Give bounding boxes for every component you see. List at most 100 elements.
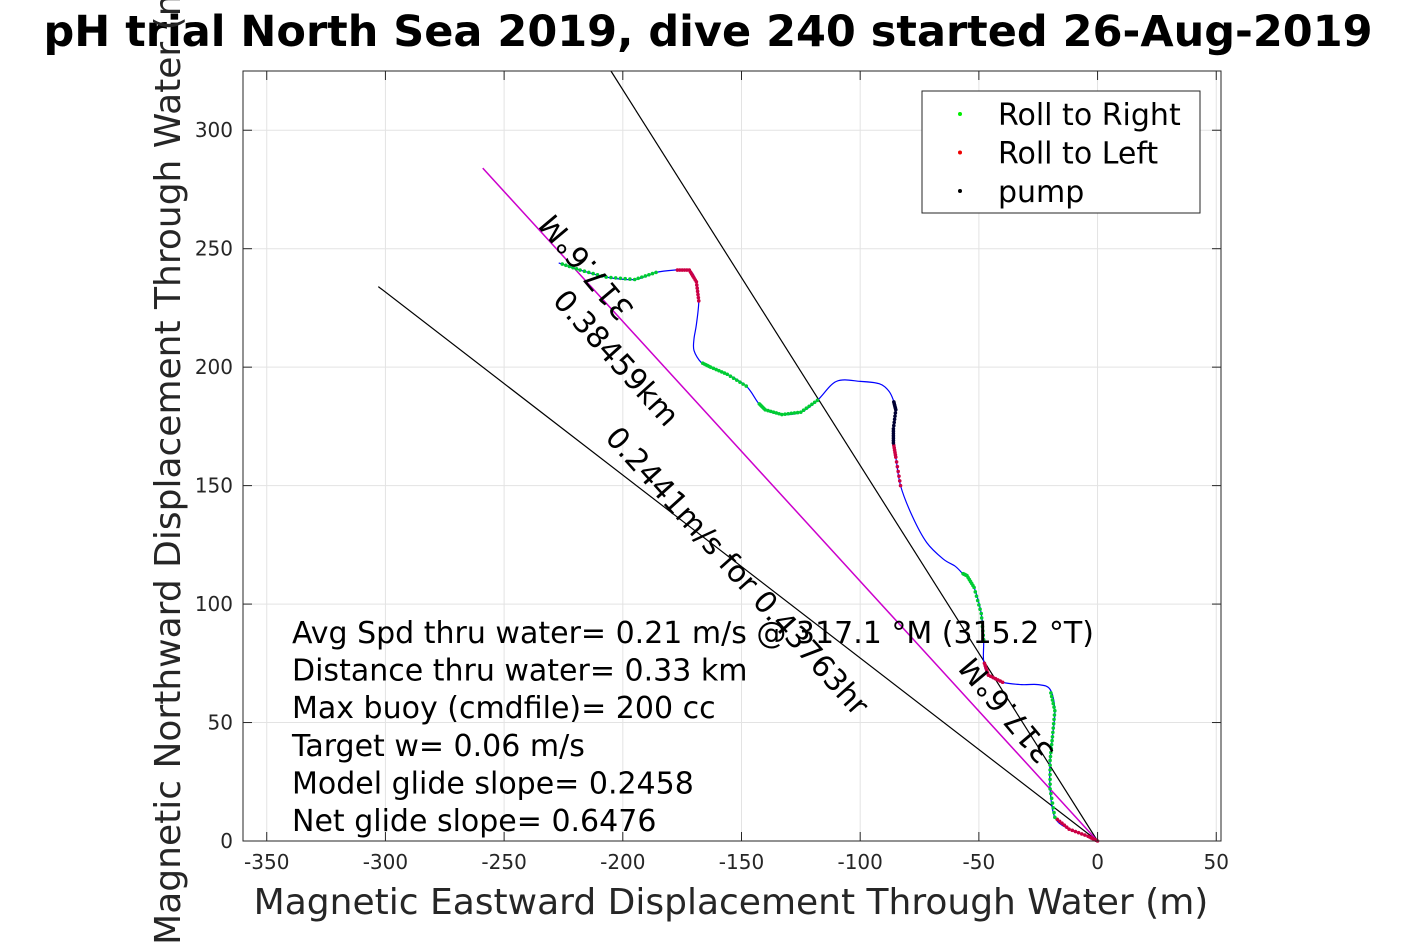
roll_left-marker xyxy=(1055,817,1060,822)
roll_left-marker xyxy=(695,286,699,290)
roll_left-marker xyxy=(896,469,900,474)
roll_right-marker xyxy=(1052,705,1056,709)
pump-marker xyxy=(891,426,896,431)
roll_right-marker xyxy=(632,277,637,282)
y-tick-label: 50 xyxy=(208,711,233,735)
roll_right-marker xyxy=(628,277,632,281)
roll_left-marker xyxy=(982,661,987,666)
stats-text-block: Avg Spd thru water= 0.21 m/s @ 317.1 °M … xyxy=(291,616,1094,839)
stats-line: Net glide slope= 0.6476 xyxy=(292,804,656,839)
roll_right-marker xyxy=(780,412,784,417)
roll_left-marker xyxy=(1064,825,1069,829)
roll_right-marker xyxy=(744,384,749,388)
roll_right-marker xyxy=(564,263,568,268)
roll_left-marker xyxy=(695,289,700,294)
mean-heading-line xyxy=(482,167,1099,842)
roll_right-marker xyxy=(725,372,730,377)
stats-line: Model glide slope= 0.2458 xyxy=(292,766,694,801)
roll_right-marker xyxy=(1051,806,1056,810)
roll_right-marker xyxy=(1049,791,1053,796)
roll_right-marker xyxy=(719,370,724,374)
roll_right-marker xyxy=(1053,815,1057,820)
roll_left-marker xyxy=(1060,821,1064,826)
roll_right-marker xyxy=(786,411,790,416)
roll_right-marker xyxy=(795,410,800,415)
roll_right-marker xyxy=(771,410,776,414)
x-tick-label: -350 xyxy=(244,850,289,874)
roll_right-marker xyxy=(711,366,716,371)
roll_right-marker xyxy=(1048,754,1053,759)
roll_right-marker xyxy=(812,400,817,405)
roll_right-marker xyxy=(1048,777,1052,782)
roll_left-marker xyxy=(1079,832,1084,836)
roll_left-marker xyxy=(1083,833,1087,837)
roll_right-marker xyxy=(799,410,803,414)
roll_left-marker xyxy=(1073,829,1078,834)
roll_right-marker xyxy=(1049,750,1053,755)
legend-marker xyxy=(958,112,962,116)
roll_right-marker xyxy=(1051,726,1056,730)
roll_right-marker xyxy=(777,411,781,416)
roll_right-marker xyxy=(1052,717,1056,722)
roll_right-marker xyxy=(734,378,739,382)
roll_right-marker xyxy=(973,590,978,594)
roll_right-marker xyxy=(774,411,779,415)
stats-line: Max buoy (cmdfile)= 200 cc xyxy=(292,691,716,726)
roll_right-marker xyxy=(981,637,986,642)
legend-marker xyxy=(958,189,962,193)
y-tick-label: 150 xyxy=(195,474,233,498)
roll_right-marker xyxy=(1048,768,1052,772)
roll_left-marker xyxy=(897,479,902,483)
roll_right-marker xyxy=(643,274,648,278)
roll_right-marker xyxy=(1048,758,1052,763)
pump-marker xyxy=(893,414,897,418)
roll_right-marker xyxy=(979,616,984,620)
roll_right-marker xyxy=(1049,691,1053,695)
roll_right-marker xyxy=(807,404,811,409)
x-tick-label: -250 xyxy=(481,850,526,874)
roll_right-marker xyxy=(560,262,565,266)
roll_right-marker xyxy=(609,275,613,280)
pump-marker xyxy=(892,417,897,422)
legend-label: Roll to Right xyxy=(998,98,1181,133)
roll_right-marker xyxy=(574,267,579,271)
y-tick-label: 100 xyxy=(195,592,233,616)
roll_right-marker xyxy=(757,402,762,406)
legend-label: Roll to Left xyxy=(998,137,1158,172)
y-tick-label: 250 xyxy=(195,237,233,261)
roll_right-marker xyxy=(1049,746,1054,751)
roll_right-marker xyxy=(1048,782,1052,786)
roll_right-marker xyxy=(582,269,587,274)
x-tick-label: -300 xyxy=(363,850,408,874)
roll_right-marker xyxy=(975,598,980,603)
y-axis-label: Magnetic Northward Displacement Through … xyxy=(148,0,189,945)
roll_right-marker xyxy=(650,271,655,276)
heading-reference-line xyxy=(377,286,1098,842)
roll_right-marker xyxy=(700,361,705,366)
roll_right-marker xyxy=(810,402,814,407)
roll_right-marker xyxy=(728,374,733,379)
roll_right-marker xyxy=(1050,801,1055,805)
roll_right-marker xyxy=(1052,713,1057,717)
roll_left-marker xyxy=(897,474,901,478)
roll_right-marker xyxy=(717,368,721,373)
axis-ticks: -350 -300 -250 -200 -150 -100 -50 0 50 0 50 100 150 2… xyxy=(195,71,1229,874)
roll_right-marker xyxy=(815,398,820,403)
roll_right-marker xyxy=(595,272,600,277)
roll_right-marker xyxy=(1050,734,1055,739)
y-tick-label: 0 xyxy=(220,829,233,853)
stats-line: Distance thru water= 0.33 km xyxy=(292,654,747,689)
roll_right-marker xyxy=(623,276,627,281)
roll_left-marker xyxy=(675,268,680,272)
legend-box xyxy=(921,90,1201,214)
roll_left-marker xyxy=(696,292,700,297)
roll_right-marker xyxy=(639,275,644,279)
roll_right-marker xyxy=(1048,772,1052,777)
heading-reference-line xyxy=(610,70,1099,842)
roll_left-marker xyxy=(1076,830,1081,835)
roll_right-marker xyxy=(714,367,718,372)
chart-title: pH trial North Sea 2019, dive 240 starte… xyxy=(43,7,1372,57)
roll_right-marker xyxy=(974,594,979,598)
